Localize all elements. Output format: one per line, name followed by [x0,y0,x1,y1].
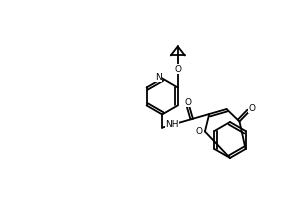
Text: NH: NH [165,120,178,129]
Text: O: O [248,104,256,113]
Text: O: O [185,98,192,107]
Text: N: N [155,73,161,82]
Text: O: O [174,65,181,74]
Text: O: O [195,127,203,136]
